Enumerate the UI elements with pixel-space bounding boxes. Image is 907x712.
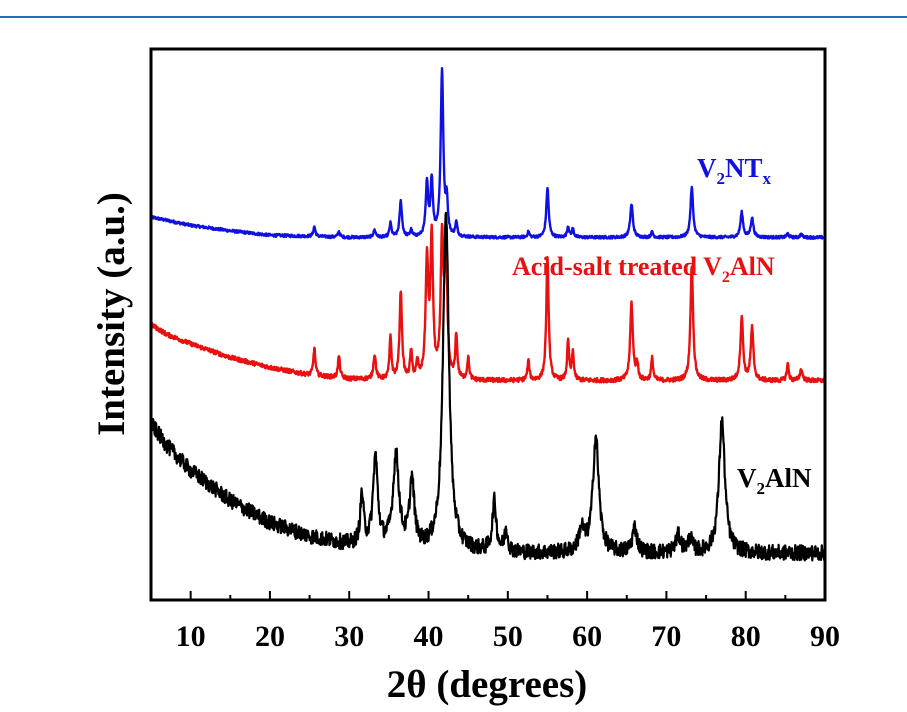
series-line-2: [150, 211, 827, 562]
series-line-0: [149, 67, 827, 240]
series-label-2: V2AlN: [737, 463, 812, 498]
series-labels: V2NTx Acid-salt treated V2AlN V2AlN: [512, 153, 812, 498]
x-tick-label: 90: [810, 620, 840, 653]
x-tick-label: 10: [176, 620, 206, 653]
series-line-1: [149, 222, 827, 384]
x-axis-label: 2θ (degrees): [387, 663, 587, 706]
x-tick-label: 40: [414, 620, 444, 653]
x-tick-label: 20: [255, 620, 285, 653]
x-tick-label: 70: [651, 620, 681, 653]
x-tick-label: 50: [493, 620, 523, 653]
x-tick-label: 80: [731, 620, 761, 653]
plot-area: [149, 67, 827, 562]
series-label-1: Acid-salt treated V2AlN: [512, 252, 775, 286]
x-tick-label: 60: [572, 620, 602, 653]
plot-frame: [149, 47, 827, 602]
x-tick-label: 30: [334, 620, 364, 653]
axis-ticks: 10 20 30 40 50 60 70 80 90: [150, 591, 840, 653]
series-label-0: V2NTx: [697, 153, 772, 188]
y-axis-label: Intensity (a.u.): [90, 192, 133, 436]
header-divider-line: [0, 16, 907, 18]
